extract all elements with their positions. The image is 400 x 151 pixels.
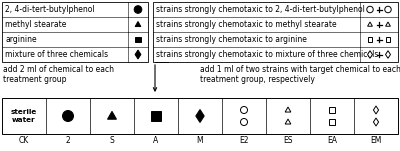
Polygon shape: [368, 51, 372, 58]
Text: M: M: [197, 136, 203, 145]
Text: ES: ES: [283, 136, 293, 145]
Text: mixture of three chemicals: mixture of three chemicals: [5, 50, 108, 59]
Polygon shape: [196, 109, 204, 122]
Text: add 2 ml of chemical to each
treatment group: add 2 ml of chemical to each treatment g…: [3, 65, 114, 84]
Text: A: A: [153, 136, 159, 145]
Bar: [2, 2, 148, 62]
Text: 2: 2: [66, 136, 70, 145]
Polygon shape: [285, 107, 291, 112]
Bar: [368, 37, 372, 42]
Text: S: S: [110, 136, 114, 145]
Polygon shape: [135, 50, 141, 59]
Text: arginine: arginine: [5, 35, 37, 44]
Polygon shape: [368, 22, 372, 26]
Text: EA: EA: [327, 136, 337, 145]
Text: strains strongly chemotaxic to methyl stearate: strains strongly chemotaxic to methyl st…: [156, 20, 337, 29]
Circle shape: [62, 111, 74, 122]
Text: strains strongly chemotaxic to 2, 4-di-tert-butylphenol: strains strongly chemotaxic to 2, 4-di-t…: [156, 5, 365, 14]
Circle shape: [240, 106, 248, 114]
Bar: [153, 2, 398, 62]
Text: strains strongly chemotaxic to arginine: strains strongly chemotaxic to arginine: [156, 35, 307, 44]
Bar: [329, 107, 335, 113]
Polygon shape: [386, 51, 390, 58]
Text: sterile
water: sterile water: [11, 109, 37, 122]
Bar: [151, 111, 161, 121]
Circle shape: [385, 6, 391, 13]
Text: strains strongly chemotaxic to mixture of three chemicals: strains strongly chemotaxic to mixture o…: [156, 50, 378, 59]
Text: 2, 4-di-tert-butylphenol: 2, 4-di-tert-butylphenol: [5, 5, 95, 14]
Polygon shape: [374, 106, 379, 114]
Circle shape: [367, 6, 373, 13]
Polygon shape: [386, 22, 390, 26]
Polygon shape: [285, 119, 291, 124]
Polygon shape: [135, 21, 141, 27]
Bar: [2, 98, 398, 134]
Text: CK: CK: [19, 136, 29, 145]
Bar: [386, 37, 390, 42]
Bar: [135, 37, 141, 42]
Polygon shape: [108, 111, 116, 119]
Circle shape: [134, 6, 142, 13]
Text: EM: EM: [370, 136, 382, 145]
Polygon shape: [374, 118, 379, 126]
Text: E2: E2: [239, 136, 249, 145]
Circle shape: [240, 119, 248, 125]
Bar: [329, 119, 335, 125]
Text: add 1 ml of two strains with target chemical to each
treatment group, respective: add 1 ml of two strains with target chem…: [200, 65, 400, 84]
Text: methyl stearate: methyl stearate: [5, 20, 66, 29]
